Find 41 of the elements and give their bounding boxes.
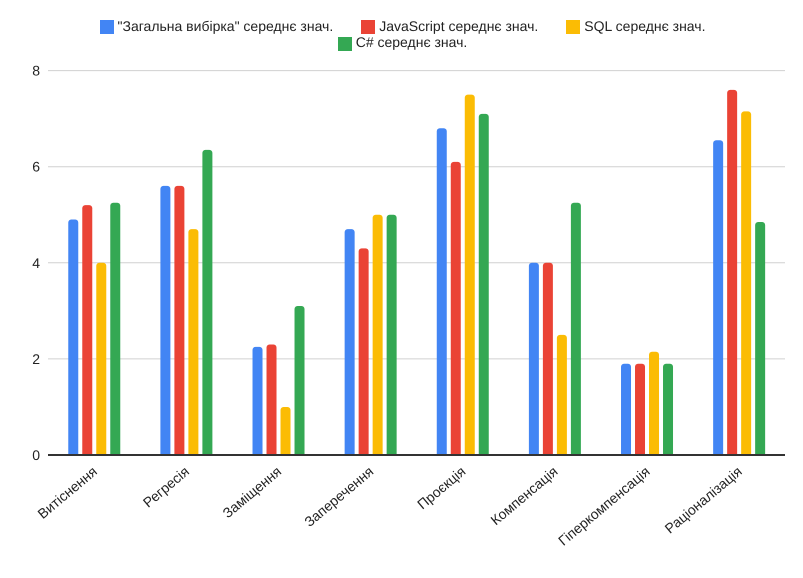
bar <box>280 406 291 455</box>
bar <box>344 229 355 455</box>
legend-label: "Загальна вибірка" середнє знач. <box>118 18 334 34</box>
bar <box>741 111 752 455</box>
y-tick-label: 0 <box>32 446 40 463</box>
bar <box>82 205 92 455</box>
bar <box>358 248 369 455</box>
bar <box>621 364 632 455</box>
bar <box>713 140 724 455</box>
bar <box>478 114 489 455</box>
bar <box>570 202 581 455</box>
bar <box>110 202 120 455</box>
bar <box>266 344 277 455</box>
bar <box>542 262 553 455</box>
bar <box>635 364 646 455</box>
bar <box>68 220 78 455</box>
bar <box>174 186 184 455</box>
bar <box>294 306 305 455</box>
y-tick-label: 8 <box>32 62 40 79</box>
bar <box>727 90 738 455</box>
bar <box>649 352 660 455</box>
legend-label: SQL середнє знач. <box>584 18 706 34</box>
bar <box>386 214 397 455</box>
bar <box>188 229 198 455</box>
bar <box>372 214 383 455</box>
bar <box>528 262 539 455</box>
bar <box>436 128 447 455</box>
legend-label: JavaScript середнє знач. <box>379 18 538 34</box>
bar <box>202 150 212 455</box>
bar <box>755 222 766 455</box>
y-tick-label: 6 <box>32 158 40 175</box>
bar <box>160 186 170 455</box>
bar <box>663 364 674 455</box>
bar <box>96 262 106 455</box>
bar <box>252 346 263 455</box>
bar <box>464 94 475 455</box>
bar <box>556 334 567 455</box>
legend-label: C# середнє знач. <box>356 34 468 50</box>
y-tick-label: 2 <box>32 350 40 367</box>
y-tick-label: 4 <box>32 254 40 271</box>
bar <box>450 162 461 455</box>
